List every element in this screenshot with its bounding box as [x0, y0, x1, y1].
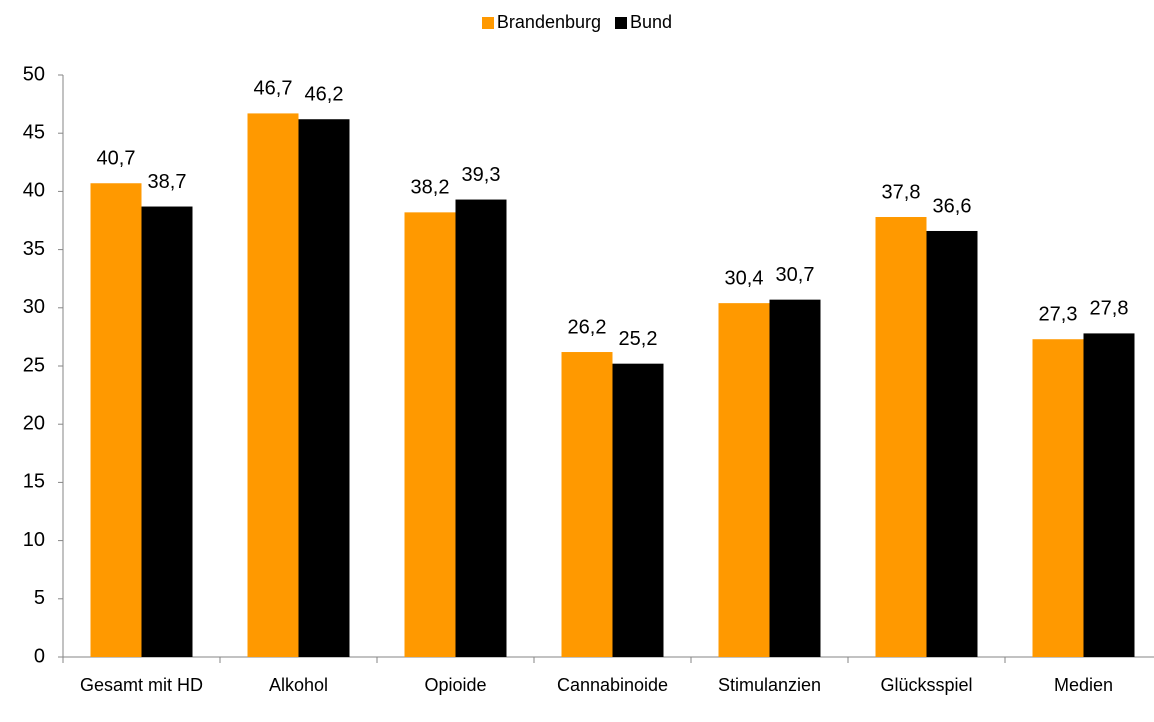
bar [926, 230, 978, 657]
data-label: 36,6 [933, 195, 972, 217]
y-tick-label: 25 [23, 354, 45, 376]
legend-item: Brandenburg [481, 12, 602, 33]
legend-item: Bund [615, 12, 672, 33]
x-tick-label: Alkohol [268, 675, 329, 695]
bar [612, 363, 664, 657]
data-label: 38,2 [411, 177, 450, 199]
bar [718, 303, 770, 657]
data-label: 27,3 [1039, 304, 1078, 326]
data-label: 26,2 [568, 316, 607, 338]
data-label: 38,7 [148, 171, 187, 193]
bar [404, 212, 456, 658]
legend-label: Bund [630, 12, 673, 32]
bar [1032, 339, 1084, 657]
y-tick-label: 40 [23, 180, 45, 202]
legend-label: Brandenburg [496, 12, 602, 32]
x-tick-label: Gesamt mit HD [79, 675, 203, 695]
bar [90, 183, 142, 657]
y-tick-label: 5 [34, 587, 45, 609]
bar [875, 217, 927, 657]
y-tick-label: 50 [23, 63, 45, 85]
y-tick-label: 15 [23, 471, 45, 493]
data-label: 39,3 [462, 164, 501, 186]
bar [769, 299, 821, 657]
data-label: 37,8 [882, 181, 921, 203]
data-label: 27,8 [1090, 298, 1129, 320]
bar [141, 206, 193, 658]
x-tick-label: Cannabinoide [556, 675, 669, 695]
y-tick-label: 45 [23, 121, 45, 143]
legend: Brandenburg Bund [0, 12, 1154, 33]
bar [298, 119, 350, 658]
y-tick-label: 0 [34, 645, 45, 667]
y-tick-label: 20 [23, 412, 45, 434]
legend-swatch [481, 16, 494, 29]
x-tick-label: Glücksspiel [880, 675, 973, 695]
x-tick-label: Medien [1053, 675, 1114, 695]
y-tick-label: 10 [23, 529, 45, 551]
data-label: 40,7 [97, 148, 136, 170]
data-label: 30,4 [725, 267, 764, 289]
bar [247, 113, 299, 658]
y-tick-label: 35 [23, 238, 45, 260]
data-label: 25,2 [619, 328, 658, 350]
bar [455, 199, 507, 657]
bar [561, 352, 613, 657]
legend-swatch [615, 16, 628, 29]
x-tick-label: Opioide [424, 675, 487, 695]
data-label: 30,7 [776, 264, 815, 286]
y-tick-label: 30 [23, 296, 45, 318]
x-tick-label: Stimulanzien [717, 675, 822, 695]
data-label: 46,2 [305, 84, 344, 106]
data-label: 46,7 [254, 78, 293, 100]
bar [1083, 333, 1135, 657]
